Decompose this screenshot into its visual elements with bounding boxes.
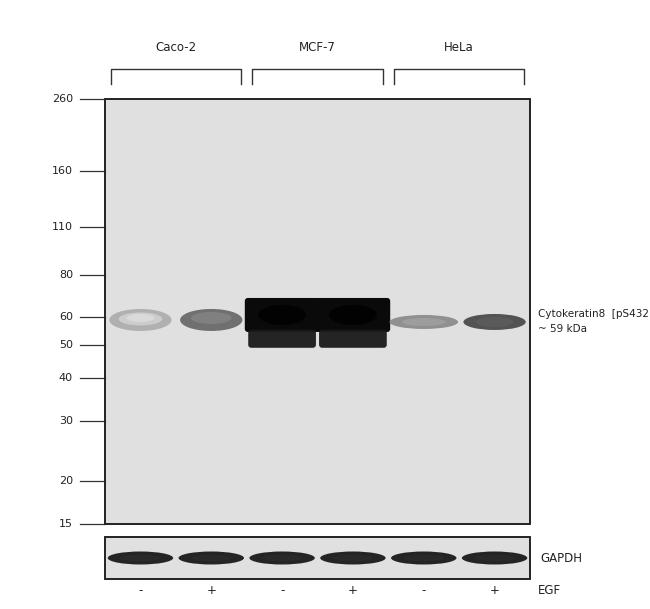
Text: 160: 160 bbox=[52, 166, 73, 177]
Ellipse shape bbox=[402, 318, 445, 326]
FancyBboxPatch shape bbox=[248, 330, 316, 348]
Ellipse shape bbox=[463, 314, 526, 330]
Text: +: + bbox=[348, 585, 358, 597]
Ellipse shape bbox=[191, 312, 231, 324]
Ellipse shape bbox=[474, 555, 515, 561]
Text: -: - bbox=[280, 585, 284, 597]
Text: Cytokeratin8  [pS432]: Cytokeratin8 [pS432] bbox=[538, 309, 650, 319]
Text: Caco-2: Caco-2 bbox=[155, 41, 196, 54]
Text: +: + bbox=[206, 585, 216, 597]
Ellipse shape bbox=[320, 552, 385, 565]
FancyBboxPatch shape bbox=[319, 330, 387, 348]
Text: +: + bbox=[489, 585, 499, 597]
Ellipse shape bbox=[391, 552, 456, 565]
Bar bbox=[105, 537, 530, 579]
Text: GAPDH: GAPDH bbox=[540, 552, 582, 565]
Text: 30: 30 bbox=[59, 416, 73, 426]
Text: 80: 80 bbox=[59, 270, 73, 280]
Ellipse shape bbox=[180, 309, 242, 331]
FancyBboxPatch shape bbox=[245, 298, 319, 332]
Text: 60: 60 bbox=[59, 312, 73, 322]
Text: 15: 15 bbox=[59, 519, 73, 529]
Ellipse shape bbox=[109, 309, 172, 331]
Ellipse shape bbox=[476, 317, 514, 327]
Ellipse shape bbox=[329, 305, 377, 325]
Bar bbox=[105, 99, 530, 524]
Text: 20: 20 bbox=[59, 476, 73, 486]
Ellipse shape bbox=[262, 555, 302, 561]
Text: 40: 40 bbox=[59, 373, 73, 383]
Ellipse shape bbox=[191, 555, 231, 561]
Bar bbox=[105, 99, 530, 524]
Text: EGF: EGF bbox=[538, 585, 561, 597]
Text: ~ 59 kDa: ~ 59 kDa bbox=[538, 324, 587, 334]
Ellipse shape bbox=[250, 552, 315, 565]
Ellipse shape bbox=[118, 312, 162, 325]
FancyBboxPatch shape bbox=[316, 298, 390, 332]
Ellipse shape bbox=[258, 305, 306, 325]
Ellipse shape bbox=[108, 552, 173, 565]
Bar bbox=[105, 537, 530, 579]
Ellipse shape bbox=[179, 552, 244, 565]
Ellipse shape bbox=[404, 555, 444, 561]
Text: 50: 50 bbox=[59, 340, 73, 350]
Ellipse shape bbox=[120, 555, 161, 561]
Text: MCF-7: MCF-7 bbox=[299, 41, 336, 54]
Text: HeLa: HeLa bbox=[445, 41, 474, 54]
Text: 110: 110 bbox=[52, 222, 73, 232]
Ellipse shape bbox=[333, 555, 373, 561]
Text: -: - bbox=[422, 585, 426, 597]
Text: -: - bbox=[138, 585, 142, 597]
Text: 260: 260 bbox=[52, 94, 73, 104]
Ellipse shape bbox=[462, 552, 527, 565]
Ellipse shape bbox=[389, 315, 458, 329]
Ellipse shape bbox=[126, 314, 155, 322]
